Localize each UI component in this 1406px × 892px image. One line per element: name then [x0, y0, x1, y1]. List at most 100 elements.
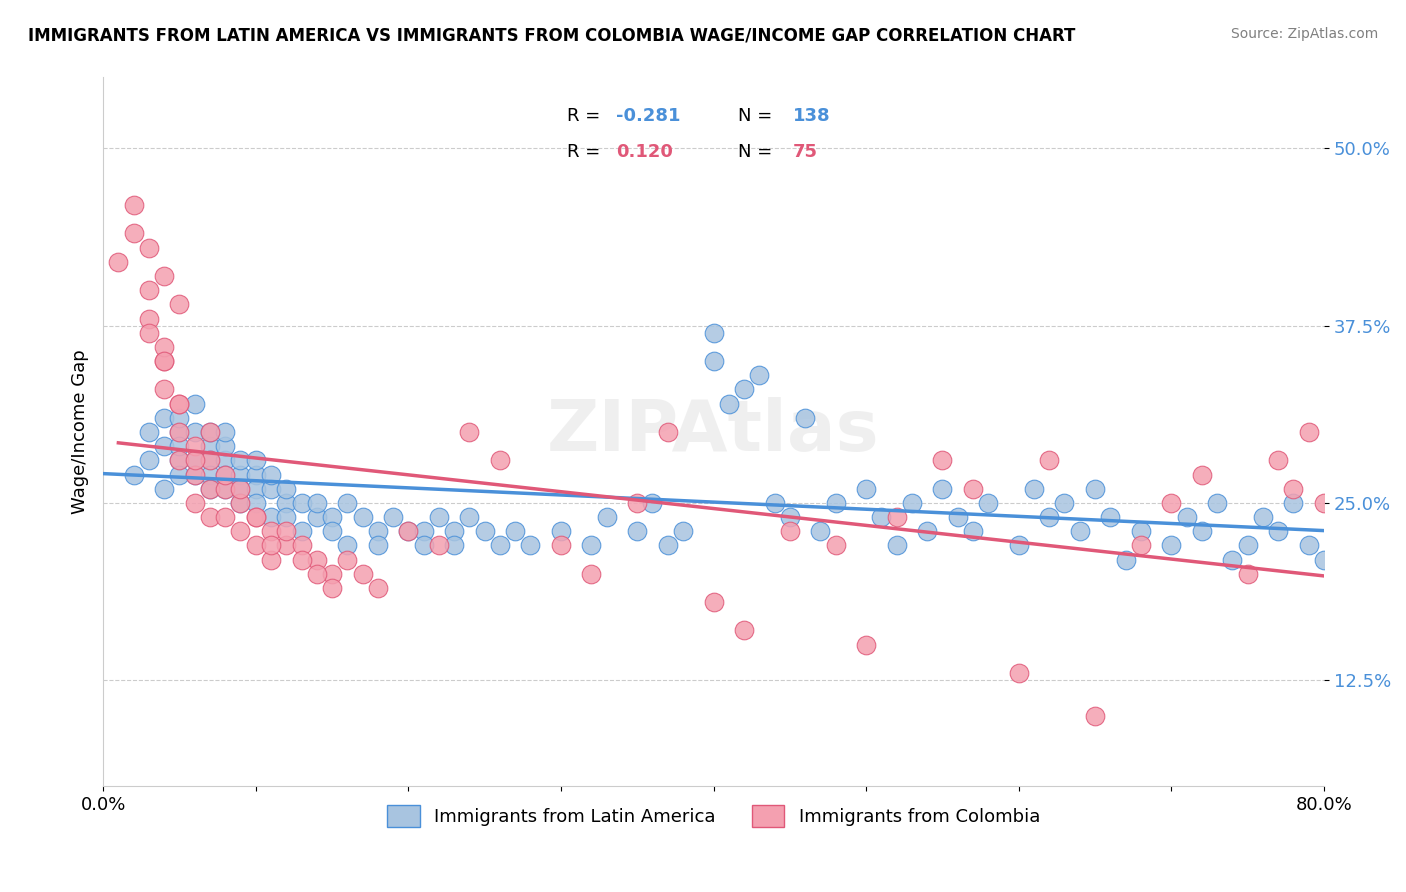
Point	[855, 638, 877, 652]
Point	[412, 524, 434, 539]
Point	[290, 496, 312, 510]
Point	[1220, 552, 1243, 566]
Point	[198, 425, 221, 439]
Point	[596, 510, 619, 524]
Point	[229, 482, 252, 496]
Text: N =: N =	[738, 143, 778, 161]
Point	[1038, 453, 1060, 467]
Point	[229, 496, 252, 510]
Point	[626, 524, 648, 539]
Point	[198, 453, 221, 467]
Point	[260, 524, 283, 539]
Point	[245, 453, 267, 467]
Point	[290, 538, 312, 552]
Point	[276, 510, 298, 524]
Point	[886, 510, 908, 524]
Point	[276, 524, 298, 539]
Point	[1267, 524, 1289, 539]
Point	[183, 453, 205, 467]
Point	[458, 510, 481, 524]
Point	[214, 482, 236, 496]
Point	[138, 241, 160, 255]
Point	[1313, 552, 1336, 566]
Point	[245, 510, 267, 524]
Point	[138, 326, 160, 340]
Point	[169, 453, 191, 467]
Point	[153, 354, 176, 368]
Point	[1008, 538, 1031, 552]
Point	[443, 524, 465, 539]
Point	[1038, 510, 1060, 524]
Point	[153, 340, 176, 354]
Point	[1008, 666, 1031, 681]
Point	[1282, 496, 1305, 510]
Point	[733, 383, 755, 397]
Point	[122, 227, 145, 241]
Point	[336, 552, 359, 566]
Point	[290, 552, 312, 566]
Point	[321, 510, 343, 524]
Point	[779, 524, 801, 539]
Point	[1282, 482, 1305, 496]
Point	[702, 326, 724, 340]
Y-axis label: Wage/Income Gap: Wage/Income Gap	[72, 350, 89, 515]
Point	[581, 566, 603, 581]
Point	[581, 538, 603, 552]
Point	[962, 524, 984, 539]
Point	[427, 510, 450, 524]
Point	[352, 510, 374, 524]
Point	[1175, 510, 1198, 524]
Point	[198, 467, 221, 482]
Point	[458, 425, 481, 439]
Point	[550, 524, 572, 539]
Point	[626, 496, 648, 510]
Point	[489, 453, 512, 467]
Point	[748, 368, 770, 383]
Point	[733, 624, 755, 638]
Point	[260, 538, 283, 552]
Point	[1191, 467, 1213, 482]
Point	[214, 467, 236, 482]
Point	[169, 297, 191, 311]
Point	[198, 482, 221, 496]
Point	[824, 538, 846, 552]
Point	[702, 595, 724, 609]
Point	[169, 396, 191, 410]
Text: 138: 138	[793, 107, 831, 126]
Point	[169, 410, 191, 425]
Point	[443, 538, 465, 552]
Point	[367, 538, 389, 552]
Point	[138, 283, 160, 297]
Point	[183, 396, 205, 410]
Point	[657, 538, 679, 552]
Point	[870, 510, 893, 524]
Point	[412, 538, 434, 552]
Point	[396, 524, 419, 539]
Point	[1236, 538, 1258, 552]
Point	[352, 566, 374, 581]
Point	[229, 482, 252, 496]
Point	[198, 439, 221, 453]
Point	[794, 410, 817, 425]
Point	[1084, 482, 1107, 496]
Point	[1129, 524, 1152, 539]
Point	[305, 552, 328, 566]
Point	[169, 425, 191, 439]
Point	[321, 524, 343, 539]
Point	[946, 510, 969, 524]
Point	[519, 538, 541, 552]
Point	[122, 198, 145, 212]
Point	[276, 496, 298, 510]
Point	[214, 425, 236, 439]
Point	[474, 524, 496, 539]
Point	[1236, 566, 1258, 581]
Point	[808, 524, 831, 539]
Point	[290, 524, 312, 539]
Point	[1053, 496, 1076, 510]
Text: R =: R =	[567, 143, 606, 161]
Point	[169, 425, 191, 439]
Point	[183, 453, 205, 467]
Point	[183, 496, 205, 510]
Point	[962, 482, 984, 496]
Point	[382, 510, 405, 524]
